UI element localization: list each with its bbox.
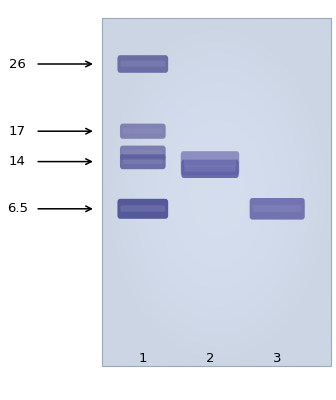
Text: 17: 17 — [9, 125, 26, 138]
FancyBboxPatch shape — [184, 166, 236, 172]
FancyBboxPatch shape — [120, 205, 165, 212]
Text: 26: 26 — [9, 58, 26, 70]
FancyBboxPatch shape — [117, 55, 168, 73]
Text: 6.5: 6.5 — [7, 202, 28, 215]
FancyBboxPatch shape — [253, 205, 302, 212]
Bar — [102, 18, 331, 366]
FancyBboxPatch shape — [181, 151, 239, 175]
FancyBboxPatch shape — [120, 154, 166, 169]
FancyBboxPatch shape — [250, 198, 305, 220]
FancyBboxPatch shape — [123, 150, 163, 155]
FancyBboxPatch shape — [117, 199, 168, 219]
FancyBboxPatch shape — [120, 124, 166, 139]
FancyBboxPatch shape — [120, 61, 165, 67]
Text: 2: 2 — [206, 352, 214, 364]
Text: 1: 1 — [138, 352, 147, 364]
FancyBboxPatch shape — [123, 159, 163, 164]
FancyBboxPatch shape — [184, 159, 236, 166]
Text: 3: 3 — [273, 352, 282, 364]
Text: 14: 14 — [9, 155, 26, 168]
FancyBboxPatch shape — [123, 128, 163, 134]
FancyBboxPatch shape — [181, 160, 239, 178]
FancyBboxPatch shape — [120, 146, 166, 160]
